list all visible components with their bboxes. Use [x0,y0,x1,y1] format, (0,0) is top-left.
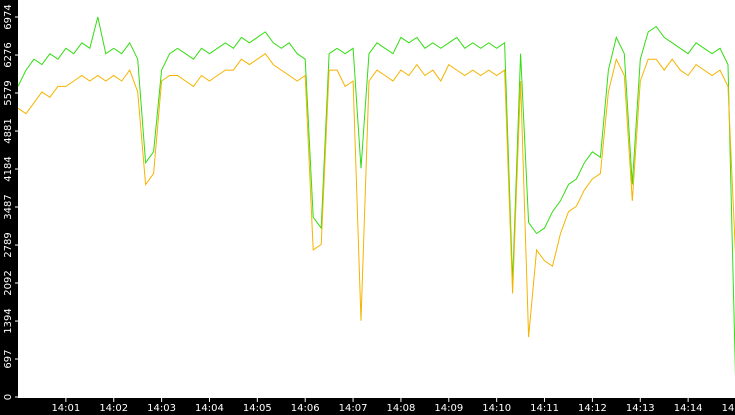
y-tick-label: 4184 [3,156,14,181]
x-tick-label: 14:14 [674,403,703,414]
y-tick-label: 6276 [3,42,14,67]
y-tick-label: 3487 [3,194,14,219]
x-tick-label: 14:12 [578,403,607,414]
y-tick-label: 2789 [3,232,14,257]
x-tick-label: 14:10 [482,403,511,414]
x-tick-label: 14:07 [339,403,368,414]
x-tick-label: 14:02 [99,403,128,414]
x-tick-label: 14:11 [530,403,559,414]
x-tick-label: 14:15 [722,403,735,414]
x-tick-label: 14:04 [195,403,224,414]
y-tick-label: 4881 [3,118,14,143]
y-tick-label: 6974 [3,4,14,29]
y-tick-label: 1394 [3,308,14,333]
plot-area [18,0,735,398]
x-tick-label: 14:08 [387,403,416,414]
x-tick-label: 14:01 [51,403,80,414]
x-tick-label: 14:05 [243,403,272,414]
x-tick-label: 14:13 [626,403,655,414]
y-tick-label: 5579 [3,80,14,105]
series-line [17,53,735,338]
y-tick-label: 697 [3,349,14,368]
x-tick-label: 14:06 [291,403,320,414]
y-tick-label: 0 [3,394,14,400]
y-tick-label: 2092 [3,270,14,295]
x-tick-label: 14:09 [434,403,463,414]
series-line [17,16,735,377]
x-tick-label: 14:03 [147,403,176,414]
